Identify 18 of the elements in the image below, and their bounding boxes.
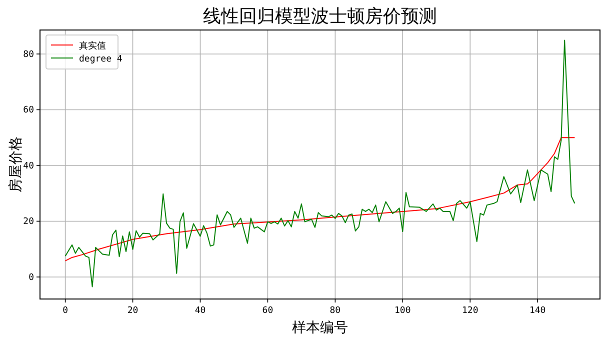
x-tick-label: 20 (127, 306, 138, 316)
x-tick-label: 40 (194, 306, 206, 316)
x-tick-label: 60 (262, 306, 274, 316)
y-tick-label: 20 (23, 217, 34, 228)
legend-label: 真实值 (79, 40, 106, 52)
y-tick-label: 40 (23, 161, 34, 172)
x-tick-label: 100 (394, 306, 411, 316)
x-tick-label: 120 (462, 306, 478, 316)
y-tick-label: 80 (23, 50, 34, 60)
y-tick-label: 0 (28, 272, 34, 283)
x-tick-label: 0 (62, 306, 68, 316)
chart-title: 线性回归模型波士顿房价预测 (203, 6, 437, 27)
y-axis-title: 房屋价格 (8, 136, 24, 192)
legend-label: degree 4 (79, 54, 122, 64)
x-axis-title: 样本编号 (292, 320, 348, 336)
x-tick-label: 140 (529, 306, 546, 316)
x-tick-label: 80 (330, 306, 341, 316)
y-tick-label: 60 (23, 106, 34, 116)
